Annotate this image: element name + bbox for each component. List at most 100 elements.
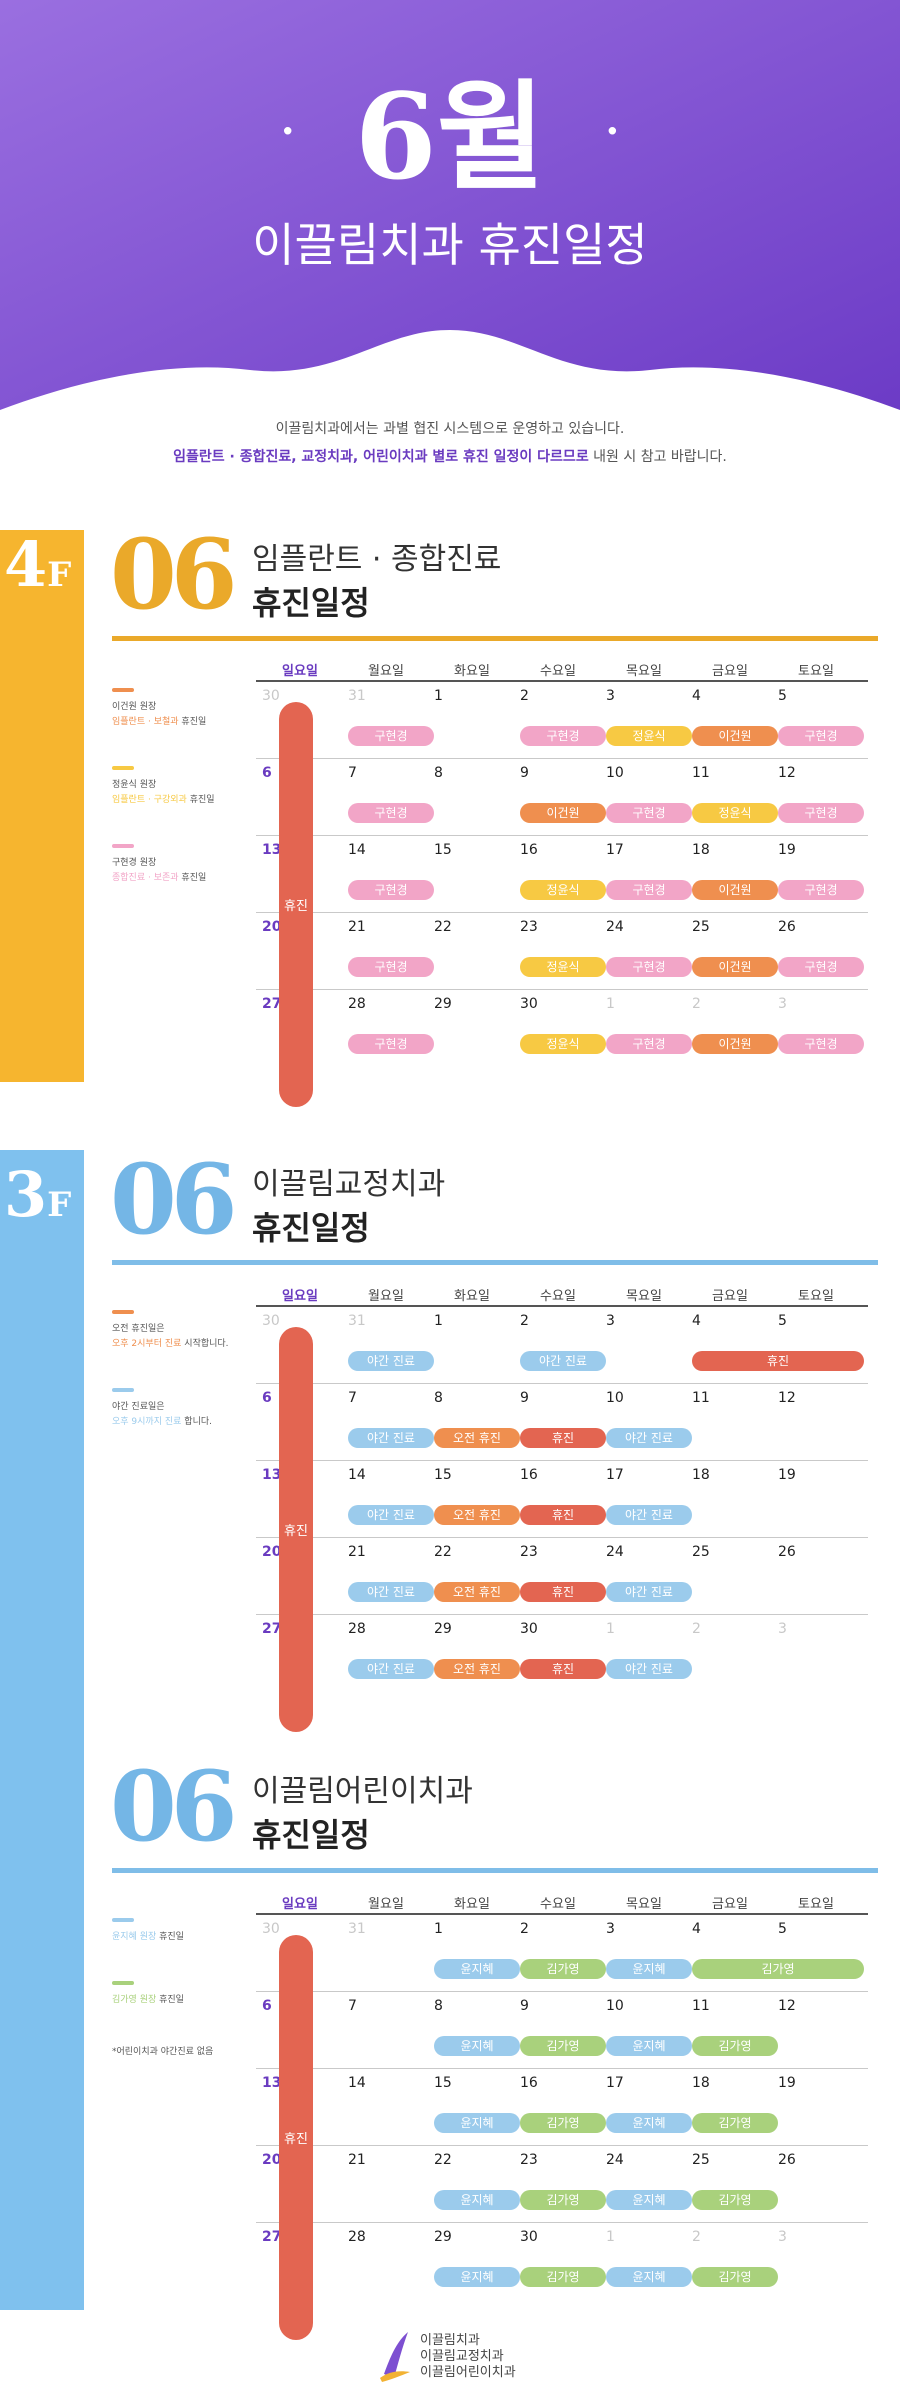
- footer-line: 이끌림어린이치과: [420, 2365, 516, 2380]
- day-header: 일요일: [282, 664, 318, 679]
- legend-name: 야간 진료일은: [112, 1402, 165, 1412]
- day-number: 11: [692, 1390, 710, 1406]
- legend-color-line: [112, 1310, 134, 1314]
- legend-item: 김가영 원장 휴진일: [112, 1981, 252, 2008]
- day-number: 6: [262, 765, 272, 781]
- day-number: 16: [520, 1467, 538, 1483]
- day-number: 25: [692, 1544, 710, 1560]
- week-divider: [256, 835, 868, 836]
- day-header: 화요일: [454, 1289, 490, 1304]
- intro-line-2: 임플란트 · 종합진료, 교정치과, 어린이치과 별로 휴진 일정이 다르므로 …: [0, 446, 900, 466]
- legend-desc-tail: 합니다.: [181, 1417, 212, 1427]
- day-header: 목요일: [626, 1289, 662, 1304]
- footer-clinic-names: 이끌림치과 이끌림교정치과 이끌림어린이치과: [420, 2333, 516, 2381]
- day-number: 19: [778, 1467, 796, 1483]
- day-number: 6: [262, 1390, 272, 1406]
- day-header: 월요일: [368, 1289, 404, 1304]
- schedule-pill: 구현경: [778, 1034, 864, 1054]
- legend-item: 이건원 원장 임플란트 · 보철과 휴진일: [112, 688, 252, 730]
- schedule-pill: 정윤식: [520, 1034, 606, 1054]
- day-number: 6: [262, 1998, 272, 2014]
- schedule-pill: 구현경: [606, 880, 692, 900]
- day-number: 15: [434, 2075, 452, 2091]
- day-header: 수요일: [540, 1897, 576, 1912]
- schedule-pill: 휴진: [520, 1659, 606, 1679]
- day-number: 23: [520, 919, 538, 935]
- week-divider: [256, 1614, 868, 1615]
- day-number: 1: [434, 1921, 443, 1937]
- month-title: · 6월 ·: [0, 62, 900, 223]
- legend-desc: 윤지혜 원장 휴진일: [112, 1930, 252, 1945]
- schedule-pill: 윤지혜: [606, 2190, 692, 2210]
- week-divider: [256, 1537, 868, 1538]
- day-number: 4: [692, 1921, 701, 1937]
- schedule-pill: 이건원: [520, 803, 606, 823]
- day-header: 수요일: [540, 664, 576, 679]
- day-number: 18: [692, 2075, 710, 2091]
- legend-desc: 김가영 원장 휴진일: [112, 1993, 252, 2008]
- day-number: 30: [520, 996, 538, 1012]
- schedule-pill: 정윤식: [520, 957, 606, 977]
- legend-item: 구현경 원장 종합진료 · 보존과 휴진일: [112, 844, 252, 886]
- day-number: 30: [520, 1621, 538, 1637]
- day-number: 17: [606, 842, 624, 858]
- day-number: 28: [348, 996, 366, 1012]
- schedule-pill: 휴진: [520, 1428, 606, 1448]
- day-number: 25: [692, 2152, 710, 2168]
- day-number: 2: [692, 996, 701, 1012]
- section-rule-3f: [112, 1260, 878, 1265]
- schedule-pill: 오전 휴진: [434, 1428, 520, 1448]
- footer-line: 이끌림교정치과: [420, 2349, 504, 2364]
- day-number: 3: [778, 2229, 787, 2245]
- legend-item: 정윤식 원장 임플란트 · 구강외과 휴진일: [112, 766, 252, 808]
- day-number: 27: [262, 2229, 282, 2245]
- day-header: 목요일: [626, 664, 662, 679]
- legend-desc: 종합진료 · 보존과 휴진일: [112, 871, 252, 886]
- day-header: 토요일: [798, 664, 834, 679]
- day-number: 18: [692, 842, 710, 858]
- floor-bar-3f: [0, 1150, 84, 2310]
- day-number: 27: [262, 1621, 282, 1637]
- section-title-line2: 휴진일정: [252, 1816, 370, 1854]
- day-number: 19: [778, 2075, 796, 2091]
- day-number: 7: [348, 1390, 357, 1406]
- day-number: 13: [262, 2075, 282, 2091]
- day-header: 수요일: [540, 1289, 576, 1304]
- day-number: 2: [692, 2229, 701, 2245]
- day-number: 12: [778, 765, 796, 781]
- day-header: 화요일: [454, 1897, 490, 1912]
- day-number: 4: [692, 1313, 701, 1329]
- schedule-pill: 구현경: [778, 803, 864, 823]
- schedule-pill: 김가영: [520, 2113, 606, 2133]
- legend-desc-tail: 시작합니다.: [181, 1339, 229, 1349]
- schedule-pill: 김가영: [520, 1959, 606, 1979]
- day-number: 7: [348, 1998, 357, 2014]
- week-divider: [256, 1460, 868, 1461]
- schedule-pill: 휴진: [520, 1505, 606, 1525]
- day-number: 31: [348, 1921, 366, 1937]
- day-number: 1: [606, 1621, 615, 1637]
- schedule-pill: 야간 진료: [348, 1505, 434, 1525]
- day-number: 29: [434, 1621, 452, 1637]
- schedule-pill: 정윤식: [520, 880, 606, 900]
- legend-highlight: 임플란트 · 보철과: [112, 717, 179, 727]
- day-number: 3: [606, 688, 615, 704]
- legend-desc: 임플란트 · 구강외과 휴진일: [112, 793, 252, 808]
- week-divider: [256, 912, 868, 913]
- schedule-pill: 김가영: [520, 2267, 606, 2287]
- schedule-pill: 야간 진료: [348, 1582, 434, 1602]
- schedule-pill: 구현경: [606, 957, 692, 977]
- day-number: 1: [434, 1313, 443, 1329]
- legend-desc: 오후 9시까지 진료 합니다.: [112, 1415, 252, 1430]
- schedule-pill: 구현경: [778, 957, 864, 977]
- sunday-closed-bar: 휴진: [279, 1935, 313, 2340]
- day-number: 22: [434, 2152, 452, 2168]
- schedule-pill: 구현경: [348, 1034, 434, 1054]
- header-rule: [256, 680, 868, 682]
- day-header: 금요일: [712, 664, 748, 679]
- dot-left: ·: [280, 107, 295, 155]
- day-number: 20: [262, 1544, 282, 1560]
- schedule-pill: 이건원: [692, 1034, 778, 1054]
